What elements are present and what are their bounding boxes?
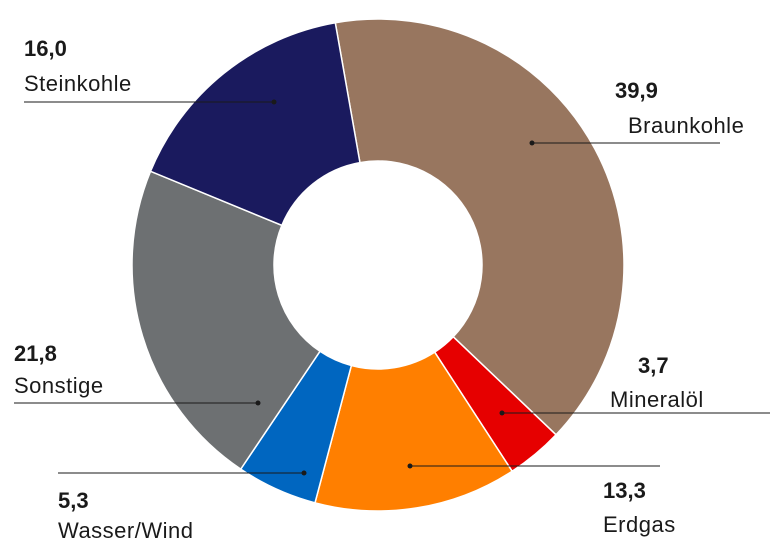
leader-dot-erdgas	[407, 463, 413, 469]
category-label-mineral-l: Mineralöl	[610, 387, 704, 412]
leader-dot-wasser-wind	[301, 470, 307, 476]
annotations: 39,9 Braunkohle 3,7 Mineralöl 13,3 Erdgas 5,3 W…	[14, 36, 770, 541]
leader-dot-braunkohle	[529, 140, 535, 146]
value-label-sonstige: 21,8	[14, 341, 57, 366]
category-label-braunkohle: Braunkohle	[628, 113, 744, 138]
value-label-erdgas: 13,3	[603, 478, 646, 503]
slice-braunkohle	[334, 18, 625, 436]
value-label-braunkohle: 39,9	[615, 78, 658, 103]
slices	[131, 18, 625, 512]
slice-erdgas	[314, 351, 514, 512]
category-label-erdgas: Erdgas	[603, 512, 676, 537]
slice-steinkohle	[149, 21, 361, 227]
value-label-mineral-l: 3,7	[638, 353, 669, 378]
value-label-wasser-wind: 5,3	[58, 488, 89, 513]
leader-dot-sonstige	[255, 400, 261, 406]
category-label-wasser-wind: Wasser/Wind	[58, 518, 193, 541]
value-label-steinkohle: 16,0	[24, 36, 67, 61]
category-label-steinkohle: Steinkohle	[24, 71, 132, 96]
leader-dot-mineral-l	[499, 410, 505, 416]
slice-sonstige	[131, 170, 322, 471]
leader-dot-steinkohle	[271, 99, 277, 105]
category-label-sonstige: Sonstige	[14, 373, 104, 398]
